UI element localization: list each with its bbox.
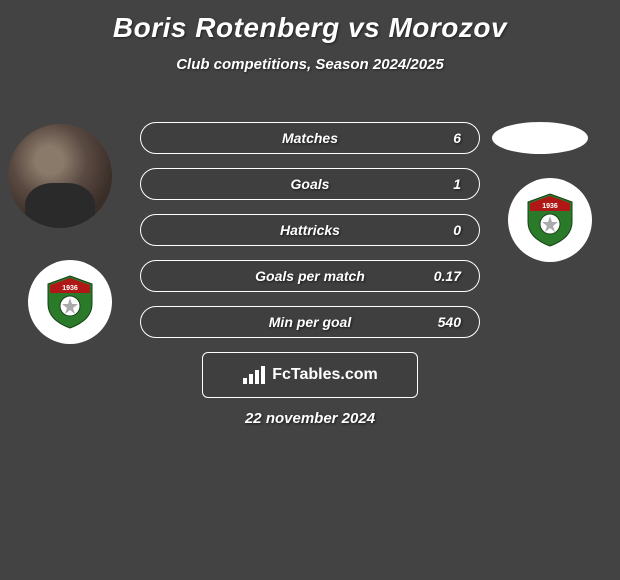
page-title: Boris Rotenberg vs Morozov (0, 0, 620, 44)
stat-label: Goals (291, 176, 330, 192)
stat-row: Goals per match 0.17 (140, 260, 480, 292)
stat-label: Matches (282, 130, 338, 146)
stat-value: 1 (453, 176, 461, 192)
svg-text:1936: 1936 (62, 285, 78, 292)
club-crest-icon: 1936 (42, 274, 98, 330)
stats-table: Matches 6 Goals 1 Hattricks 0 Goals per … (140, 122, 480, 352)
stat-value: 6 (453, 130, 461, 146)
club-badge-right: 1936 (508, 178, 592, 262)
subtitle: Club competitions, Season 2024/2025 (0, 56, 620, 73)
stat-label: Goals per match (255, 268, 365, 284)
avatar-player-right (492, 122, 588, 154)
date-text: 22 november 2024 (245, 410, 375, 427)
club-crest-icon: 1936 (522, 192, 578, 248)
stat-row: Hattricks 0 (140, 214, 480, 246)
chart-icon (242, 365, 266, 385)
stat-value: 540 (438, 314, 461, 330)
stat-label: Min per goal (269, 314, 351, 330)
avatar-player-left (8, 124, 112, 228)
stat-row: Goals 1 (140, 168, 480, 200)
site-logo-text: FcTables.com (272, 366, 378, 384)
club-badge-left: 1936 (28, 260, 112, 344)
stat-row: Matches 6 (140, 122, 480, 154)
site-logo[interactable]: FcTables.com (202, 352, 418, 398)
svg-text:1936: 1936 (542, 203, 558, 210)
stat-value: 0 (453, 222, 461, 238)
stat-label: Hattricks (280, 222, 340, 238)
stat-row: Min per goal 540 (140, 306, 480, 338)
stat-value: 0.17 (434, 268, 461, 284)
